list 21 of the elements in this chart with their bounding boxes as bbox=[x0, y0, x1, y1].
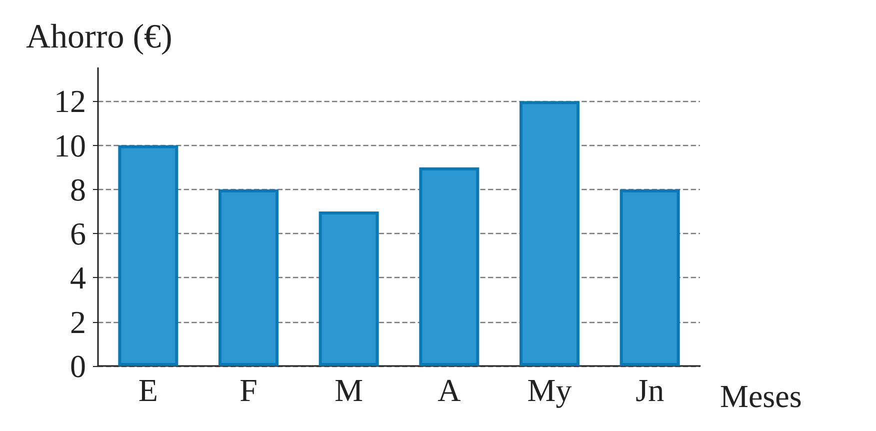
x-axis-title: Meses bbox=[720, 378, 802, 414]
bar bbox=[419, 167, 480, 366]
bar bbox=[318, 211, 379, 366]
x-tick-label: M bbox=[334, 372, 364, 408]
y-tick-label: 0 bbox=[70, 348, 86, 384]
x-tick-label: Jn bbox=[636, 372, 664, 408]
y-tick-label: 4 bbox=[70, 260, 86, 296]
bar bbox=[520, 101, 580, 366]
bar bbox=[218, 189, 278, 366]
x-tick-label: A bbox=[438, 372, 461, 408]
y-tick-label: 12 bbox=[54, 83, 86, 120]
x-tick-label: F bbox=[240, 372, 258, 408]
y-tick-label: 2 bbox=[70, 304, 86, 340]
y-tick-label: 6 bbox=[70, 216, 86, 252]
bar bbox=[118, 145, 178, 366]
x-tick-label: My bbox=[527, 372, 572, 408]
bar bbox=[620, 189, 680, 366]
y-axis-title: Ahorro (€) bbox=[26, 18, 172, 56]
y-tick-label: 10 bbox=[54, 127, 86, 164]
x-tick-label: E bbox=[138, 372, 158, 408]
y-tick-label: 8 bbox=[70, 171, 86, 208]
